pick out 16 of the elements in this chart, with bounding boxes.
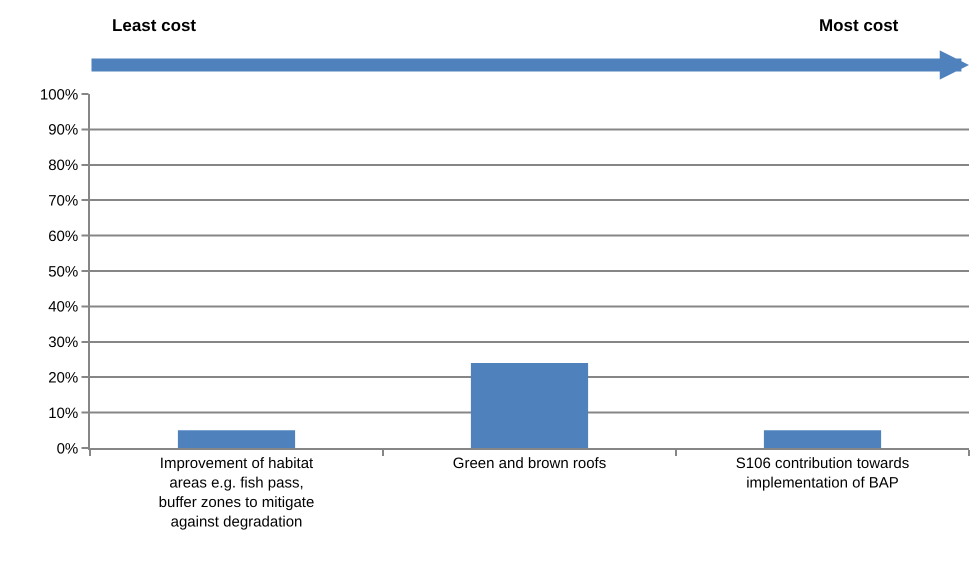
x-tick-label: S106 contribution towards implementation of BAP — [736, 454, 910, 492]
y-tick-label: 80% — [48, 157, 78, 174]
y-tick-label: 40% — [48, 298, 78, 316]
y-tick-label: 20% — [48, 369, 78, 386]
y-tick-label: 60% — [48, 228, 78, 245]
y-tick-label: 100% — [40, 86, 78, 104]
x-tick-label: Green and brown roofs — [452, 454, 606, 472]
y-tick-label: 30% — [48, 334, 78, 352]
text: Most cost — [819, 16, 899, 35]
y-tick-label: 0% — [56, 440, 78, 458]
y-tick-label: 90% — [48, 122, 78, 139]
y-tick-label: 10% — [48, 404, 78, 422]
x-tick-label: Improvement of habitat areas e.g. fish pass, buffer zones to mitigate against degradation — [158, 454, 314, 530]
y-tick-label: 70% — [48, 192, 78, 210]
y-tick-label: 50% — [48, 263, 78, 280]
text: Least cost — [112, 16, 196, 35]
